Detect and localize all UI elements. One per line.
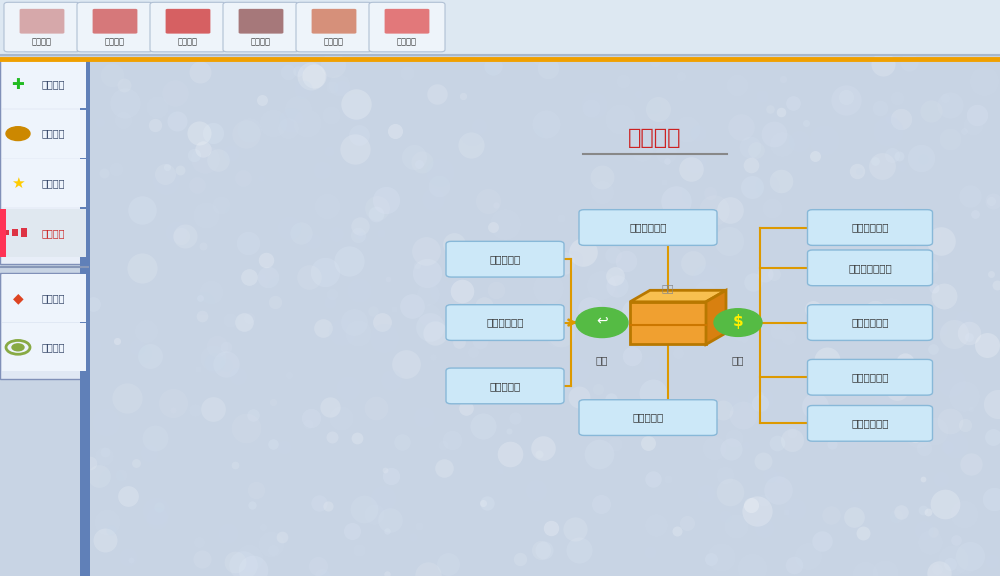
FancyBboxPatch shape bbox=[808, 359, 932, 395]
FancyBboxPatch shape bbox=[0, 0, 1000, 55]
Text: 库存成本统计: 库存成本统计 bbox=[629, 222, 667, 233]
Text: 图书查询: 图书查询 bbox=[178, 37, 198, 47]
FancyBboxPatch shape bbox=[12, 229, 18, 236]
Circle shape bbox=[714, 309, 762, 336]
Circle shape bbox=[576, 308, 628, 338]
Text: 供应商统计: 供应商统计 bbox=[489, 254, 521, 264]
Circle shape bbox=[12, 344, 24, 351]
Text: 退出系统: 退出系统 bbox=[397, 37, 417, 47]
Polygon shape bbox=[706, 290, 726, 344]
FancyBboxPatch shape bbox=[312, 9, 356, 33]
Text: 业务员采购: 业务员采购 bbox=[489, 381, 521, 391]
Text: $: $ bbox=[733, 314, 743, 329]
FancyBboxPatch shape bbox=[808, 250, 932, 286]
Text: ★: ★ bbox=[11, 176, 25, 191]
FancyBboxPatch shape bbox=[579, 400, 717, 435]
Text: 业务员销售统计: 业务员销售统计 bbox=[848, 263, 892, 273]
FancyBboxPatch shape bbox=[446, 241, 564, 277]
FancyBboxPatch shape bbox=[2, 110, 86, 158]
Text: ◆: ◆ bbox=[13, 291, 23, 305]
Text: 软件帮助: 软件帮助 bbox=[324, 37, 344, 47]
FancyBboxPatch shape bbox=[223, 2, 299, 52]
Text: 统计报表: 统计报表 bbox=[41, 228, 65, 238]
FancyBboxPatch shape bbox=[2, 60, 86, 108]
FancyBboxPatch shape bbox=[630, 302, 706, 344]
Text: 仓库: 仓库 bbox=[662, 283, 674, 293]
Text: 销售营业分析: 销售营业分析 bbox=[851, 418, 889, 429]
Text: ✚: ✚ bbox=[12, 77, 24, 92]
Text: 执班管理: 执班管理 bbox=[32, 37, 52, 47]
FancyBboxPatch shape bbox=[80, 59, 90, 576]
FancyBboxPatch shape bbox=[0, 209, 6, 257]
FancyBboxPatch shape bbox=[385, 9, 429, 33]
FancyBboxPatch shape bbox=[166, 9, 210, 33]
FancyBboxPatch shape bbox=[2, 209, 86, 257]
FancyBboxPatch shape bbox=[2, 160, 86, 207]
FancyBboxPatch shape bbox=[808, 305, 932, 340]
FancyBboxPatch shape bbox=[0, 59, 88, 264]
FancyBboxPatch shape bbox=[77, 2, 153, 52]
FancyBboxPatch shape bbox=[93, 9, 137, 33]
Circle shape bbox=[6, 127, 30, 141]
FancyBboxPatch shape bbox=[446, 305, 564, 340]
FancyBboxPatch shape bbox=[2, 324, 86, 372]
Text: ↩: ↩ bbox=[596, 313, 608, 327]
Text: 销售分析: 销售分析 bbox=[251, 37, 271, 47]
Text: 库存变动表: 库存变动表 bbox=[632, 412, 664, 423]
FancyBboxPatch shape bbox=[808, 406, 932, 441]
FancyBboxPatch shape bbox=[239, 9, 283, 33]
FancyBboxPatch shape bbox=[4, 2, 80, 52]
FancyBboxPatch shape bbox=[369, 2, 445, 52]
Text: 系统设置: 系统设置 bbox=[41, 342, 65, 353]
FancyBboxPatch shape bbox=[3, 230, 9, 235]
FancyBboxPatch shape bbox=[2, 274, 86, 322]
Text: 进货: 进货 bbox=[596, 355, 608, 365]
FancyBboxPatch shape bbox=[150, 2, 226, 52]
Text: 日常管理: 日常管理 bbox=[41, 293, 65, 303]
FancyBboxPatch shape bbox=[21, 228, 27, 237]
Text: 商品销售统计: 商品销售统计 bbox=[851, 317, 889, 328]
Text: 进货管理: 进货管理 bbox=[41, 79, 65, 89]
FancyBboxPatch shape bbox=[446, 368, 564, 404]
FancyBboxPatch shape bbox=[579, 210, 717, 245]
Text: 统计报表: 统计报表 bbox=[628, 128, 682, 148]
Text: 客户销售统计: 客户销售统计 bbox=[851, 222, 889, 233]
Text: 商品采购统计: 商品采购统计 bbox=[486, 317, 524, 328]
FancyBboxPatch shape bbox=[296, 2, 372, 52]
FancyBboxPatch shape bbox=[20, 9, 64, 33]
Text: 商品销售排行: 商品销售排行 bbox=[851, 372, 889, 382]
Text: 销售管理: 销售管理 bbox=[41, 128, 65, 139]
Text: 单票查询: 单票查询 bbox=[105, 37, 125, 47]
FancyBboxPatch shape bbox=[808, 210, 932, 245]
Text: 库存管理: 库存管理 bbox=[41, 178, 65, 188]
FancyBboxPatch shape bbox=[0, 273, 88, 379]
Text: 销售: 销售 bbox=[732, 355, 744, 365]
Polygon shape bbox=[630, 290, 726, 302]
